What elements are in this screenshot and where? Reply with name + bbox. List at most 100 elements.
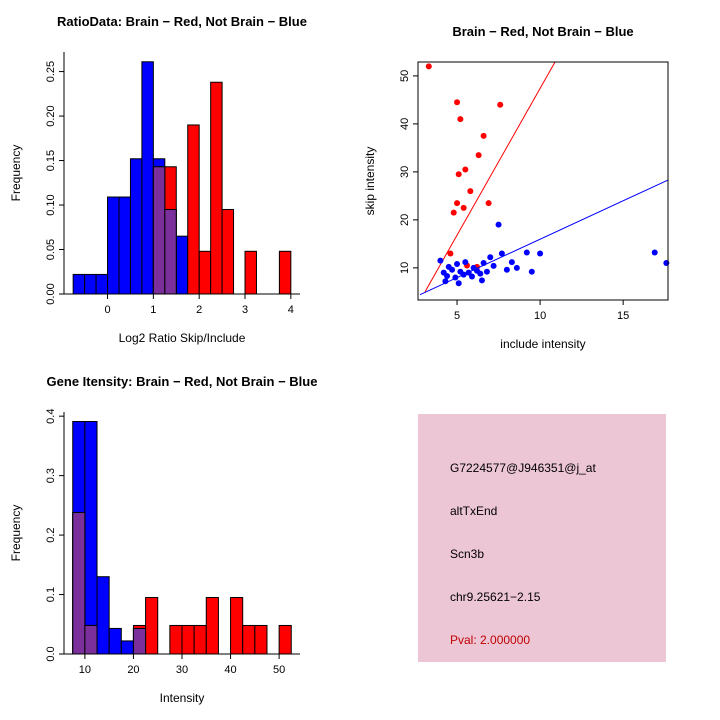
data-point — [454, 99, 461, 106]
y-tick-label: 0.2 — [45, 527, 57, 542]
data-point — [460, 204, 467, 211]
chart-title: Brain − Red, Not Brain − Blue — [452, 24, 633, 39]
x-tick-label: 2 — [196, 304, 202, 316]
data-point — [651, 249, 658, 256]
x-tick-label: 50 — [273, 664, 285, 676]
data-point — [460, 271, 467, 278]
data-point — [444, 273, 451, 280]
data-point — [485, 200, 492, 207]
data-point — [503, 266, 510, 273]
hist-bar — [118, 196, 131, 295]
hist-bar — [84, 273, 97, 295]
hist-bar — [95, 273, 109, 295]
hist-bar — [221, 208, 235, 295]
y-tick-label: 0.20 — [45, 105, 57, 126]
y-tick-label: 0.25 — [45, 61, 57, 82]
y-tick-label: 40 — [399, 118, 411, 130]
chart-title: Gene Itensity: Brain − Red, Not Brain − … — [47, 374, 318, 389]
pval-text: Pval: 2.000000 — [450, 633, 531, 647]
intensity-scatterplot-panel: Brain − Red, Not Brain − Blue 5 10 15 10 20 30… — [363, 24, 670, 351]
chromosome-location-text: chr9.25621−2.15 — [450, 590, 541, 604]
data-point — [475, 152, 482, 159]
x-tick-label: 15 — [617, 310, 629, 322]
data-point — [528, 268, 535, 275]
data-point — [468, 273, 475, 280]
gene-intensity-histogram-panel: Gene Itensity: Brain − Red, Not Brain − … — [9, 374, 318, 705]
y-tick-label: 0.4 — [45, 409, 57, 424]
y-tick-label: 0.0 — [45, 646, 57, 661]
hist-bar — [72, 511, 86, 655]
data-point — [462, 259, 469, 266]
data-point — [497, 101, 504, 108]
hist-bar — [129, 158, 143, 295]
hist-bar — [175, 235, 189, 295]
splice-type-text: altTxEnd — [450, 504, 498, 518]
hist-bar — [141, 61, 154, 295]
data-point — [437, 257, 444, 264]
chart-title: RatioData: Brain − Red, Not Brain − Blue — [57, 14, 307, 29]
y-tick-label: 30 — [399, 166, 411, 178]
x-tick-label: 3 — [242, 304, 248, 316]
hist-bar — [164, 208, 177, 295]
gene-info-box: G7224577@J946351@j_at altTxEnd Scn3b chr… — [418, 414, 666, 662]
hist-bar — [72, 273, 86, 295]
hist-bar — [210, 81, 223, 295]
data-point — [455, 171, 462, 178]
hist-bar — [193, 624, 207, 655]
x-tick-label: 4 — [288, 304, 294, 316]
data-point — [454, 261, 461, 268]
info-panel: G7224577@J946351@j_at altTxEnd Scn3b chr… — [360, 360, 720, 720]
x-tick-label: 10 — [79, 664, 91, 676]
x-tick-label: 1 — [150, 304, 156, 316]
y-tick-label: 0.3 — [45, 468, 57, 483]
x-tick-label: 20 — [127, 664, 139, 676]
x-tick-label: 0 — [104, 304, 110, 316]
probe-id-text: G7224577@J946351@j_at — [450, 461, 596, 475]
data-point — [454, 200, 461, 207]
x-tick-label: 40 — [224, 664, 236, 676]
ratio-histogram-panel: RatioData: Brain − Red, Not Brain − Blue… — [9, 14, 307, 345]
y-tick-label: 0.10 — [45, 194, 57, 215]
data-point — [508, 259, 515, 266]
hist-bar — [84, 421, 98, 655]
hist-bar — [108, 627, 122, 655]
x-axis-label: Intensity — [160, 691, 205, 705]
hist-bar — [205, 597, 219, 655]
hist-bar — [107, 196, 120, 295]
data-point — [487, 254, 494, 261]
x-axis-label: Log2 Ratio Skip/Include — [119, 331, 246, 345]
gene-symbol-text: Scn3b — [450, 547, 485, 561]
hist-bar — [145, 597, 159, 655]
data-point — [450, 209, 457, 216]
data-point — [449, 266, 456, 273]
hist-bar — [254, 624, 268, 655]
y-tick-label: 0.15 — [45, 150, 57, 171]
y-axis-label: Frequency — [9, 505, 23, 562]
y-tick-label: 0.1 — [45, 587, 57, 602]
hist-bar — [187, 124, 200, 295]
data-point — [452, 274, 459, 281]
data-point — [480, 260, 487, 267]
data-point — [490, 262, 497, 269]
hist-bar — [96, 576, 110, 655]
data-point — [457, 116, 464, 123]
data-point — [478, 277, 485, 284]
data-point — [498, 250, 505, 257]
data-point — [447, 250, 454, 257]
data-point — [495, 221, 502, 228]
data-point — [513, 264, 520, 271]
y-tick-label: 20 — [399, 214, 411, 226]
y-tick-label: 0.05 — [45, 239, 57, 260]
data-point — [477, 270, 484, 277]
hist-bar — [242, 624, 256, 655]
y-tick-label: 0.00 — [45, 283, 57, 304]
x-tick-label: 10 — [534, 310, 546, 322]
hist-bar — [244, 250, 257, 295]
hist-bar — [278, 624, 292, 655]
hist-bar — [181, 624, 195, 655]
data-point — [442, 278, 449, 285]
hist-bar — [198, 250, 212, 295]
y-axis-label: skip intensity — [363, 147, 377, 216]
data-point — [480, 132, 487, 139]
